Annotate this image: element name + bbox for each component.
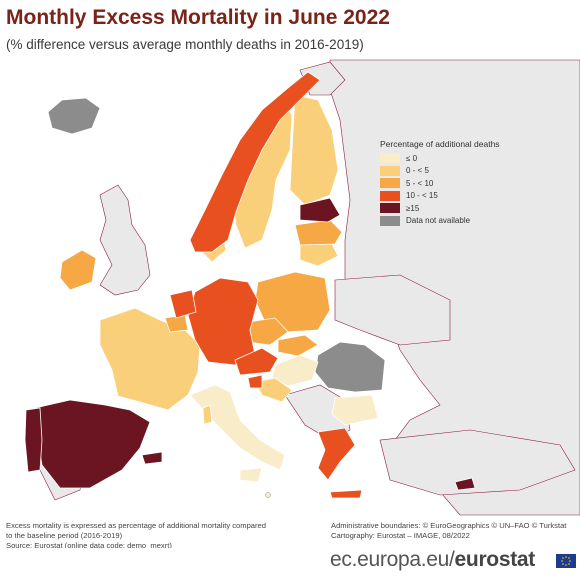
country-spain: [34, 399, 151, 489]
country-malta: [265, 492, 271, 498]
country-bulgaria: [331, 394, 379, 426]
footnote: Excess mortality is expressed as percent…: [6, 521, 306, 551]
eurostat-logo-text: ec.europa.eu/eurostat: [330, 548, 535, 572]
europe-map: [24, 59, 580, 516]
country-romania: [314, 341, 386, 393]
legend-swatch: [380, 178, 400, 189]
ukraine-land: [334, 274, 451, 346]
footnote-line: to the baseline period (2016-2019): [6, 531, 123, 540]
legend-label: 5 - < 10: [406, 178, 434, 188]
cartography-credit: Cartography: Eurostat – IMAGE, 08/2022: [331, 531, 470, 540]
class-5-10: [59, 219, 343, 357]
map-legend: Percentage of additional deaths ≤ 0 0 - …: [380, 139, 530, 227]
footnote-line: Excess mortality is expressed as percent…: [6, 521, 266, 530]
legend-label: ≤ 0: [406, 153, 418, 163]
class-0-5: [99, 94, 339, 425]
class-le-0: [189, 354, 379, 483]
country-ireland: [59, 249, 97, 291]
no-data-countries: [47, 97, 386, 393]
country-latvia: [294, 219, 343, 246]
legend-label: 0 - < 5: [406, 166, 429, 176]
class-ge-15: [24, 197, 476, 491]
legend-item: 10 - < 15: [380, 190, 530, 203]
country-crete: [329, 489, 363, 499]
legend-item: ≥15: [380, 202, 530, 215]
legend-item: 5 - < 10: [380, 177, 530, 190]
legend-swatch: [380, 203, 400, 214]
brand-url: ec.europa.eu/: [330, 548, 455, 571]
class-10-15: [169, 71, 363, 499]
country-slovakia: [277, 334, 319, 357]
legend-label: 10 - < 15: [406, 191, 438, 201]
country-slovenia: [247, 374, 263, 389]
eu-flag-icon: [556, 554, 576, 568]
credits: Administrative boundaries: © EuroGeograp…: [331, 521, 579, 541]
boundaries-credit: Administrative boundaries: © EuroGeograp…: [331, 521, 567, 530]
eu-stars-icon: [561, 556, 571, 566]
country-croatia: [254, 377, 293, 403]
legend-label: Data not available: [406, 216, 471, 226]
map-title: Monthly Excess Mortality in June 2022: [6, 6, 390, 29]
legend-swatch: [380, 153, 400, 164]
legend-swatch: [380, 190, 400, 201]
turkey-land: [379, 429, 576, 496]
brand-name: eurostat: [454, 548, 536, 571]
uk-land: [99, 184, 151, 296]
country-italy: [189, 384, 286, 471]
country-norway: [189, 71, 321, 253]
country-greece: [317, 427, 356, 481]
country-estonia: [299, 197, 341, 223]
legend-title: Percentage of additional deaths: [380, 139, 500, 149]
legend-swatch: [380, 215, 400, 226]
country-france: [99, 307, 201, 411]
country-cyprus: [454, 477, 476, 491]
legend-item: Data not available: [380, 215, 530, 228]
legend-item: ≤ 0: [380, 152, 530, 165]
country-sicily: [239, 467, 263, 483]
balkans-land: [284, 384, 351, 441]
country-austria: [234, 347, 279, 376]
country-portugal: [24, 407, 43, 473]
legend-item: 0 - < 5: [380, 165, 530, 178]
country-iceland: [47, 97, 101, 135]
country-netherlands: [169, 289, 197, 319]
country-corsica: [202, 404, 213, 425]
legend-swatch: [380, 165, 400, 176]
brand-bar: [0, 548, 580, 580]
country-balearics: [141, 451, 163, 465]
source-note: Source: Eurostat (online data code: demo…: [6, 541, 172, 550]
legend-label: ≥15: [406, 203, 420, 213]
country-poland: [254, 271, 331, 333]
map-subtitle: (% difference versus average monthly dea…: [6, 37, 364, 52]
country-finland: [289, 94, 339, 206]
